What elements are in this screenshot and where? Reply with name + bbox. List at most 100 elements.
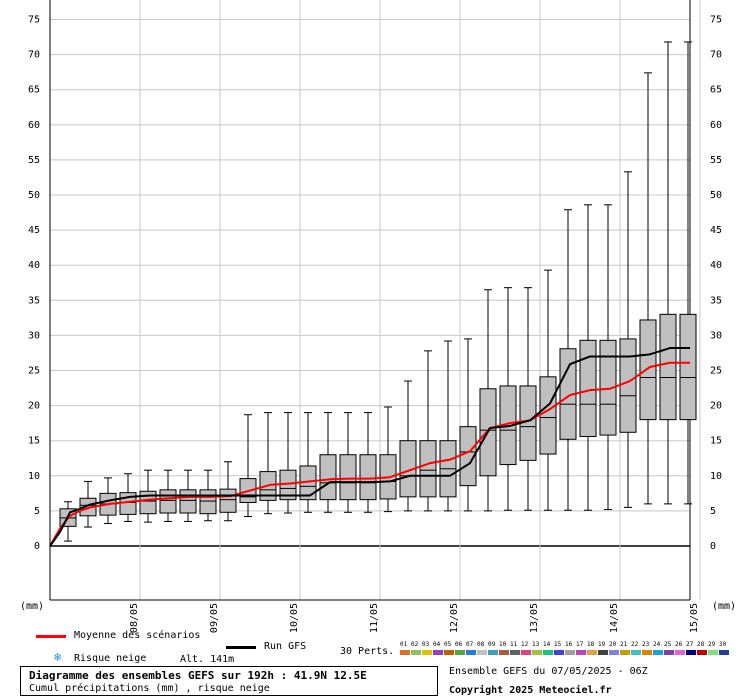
perturbation-swatch (587, 650, 597, 655)
perturbation-swatch (521, 650, 531, 655)
altitude-label: Alt. 141m (180, 654, 235, 665)
box-iqr (359, 454, 377, 501)
ensemble-run-label: Ensemble GEFS du 07/05/2025 - 06Z (449, 666, 648, 677)
copyright-label: Copyright 2025 Meteociel.fr (449, 685, 612, 696)
perturbation-legend: 01 02 03 04 05 06 07 08 09 10 11 12 13 14 15 16 17 18 19 20… (400, 641, 729, 655)
chart-title: Diagramme des ensembles GEFS sur 192h : … (29, 669, 367, 682)
perturbation-swatch (631, 650, 641, 655)
box-iqr (579, 339, 597, 437)
perturbation-number: 22 (631, 641, 639, 648)
perturbation-number: 08 (477, 641, 485, 648)
box-plot (579, 204, 597, 511)
legend-mean-swatch (36, 635, 66, 638)
date-label: 15/05 (689, 603, 700, 633)
perturbation-number: 04 (433, 641, 441, 648)
date-label: 13/05 (529, 603, 540, 633)
y-axis-unit-left: (mm) (20, 601, 44, 612)
perturbation-number: 01 (400, 641, 408, 648)
y-tick-label-left: 60 (28, 120, 40, 131)
perturbation-swatch (510, 650, 520, 655)
legend-snow-label: Risque neige (74, 653, 147, 664)
perturbation-number: 10 (499, 641, 507, 648)
perturbation-number: 25 (664, 641, 672, 648)
box-plot (619, 171, 637, 508)
legend-run-swatch (226, 646, 256, 649)
perturbation-number: 03 (422, 641, 430, 648)
box-plots (59, 41, 697, 542)
series-lines (49, 347, 690, 547)
y-tick-label-right: 75 (710, 15, 722, 26)
box-iqr (659, 313, 677, 421)
perturbation-swatch (466, 650, 476, 655)
perturbation-swatch (664, 650, 674, 655)
box-iqr (159, 489, 177, 514)
legend-run-label: Run GFS (264, 641, 307, 652)
box-iqr (219, 488, 237, 513)
box-iqr (419, 440, 437, 498)
date-label: 14/05 (609, 603, 620, 633)
date-label: 10/05 (289, 603, 300, 633)
perturbation-swatch (565, 650, 575, 655)
y-tick-label-right: 25 (710, 366, 722, 377)
y-tick-label-right: 65 (710, 85, 722, 96)
y-tick-label-left: 25 (28, 366, 40, 377)
y-tick-label-left: 45 (28, 225, 40, 236)
y-tick-label-right: 40 (710, 260, 722, 271)
perturbation-swatch (411, 650, 421, 655)
box-plot (419, 350, 437, 512)
perturbation-number: 07 (466, 641, 474, 648)
y-tick-label-left: 50 (28, 190, 40, 201)
perturbation-swatch (499, 650, 509, 655)
perturbation-number: 20 (609, 641, 617, 648)
perturbation-number: 09 (488, 641, 496, 648)
perturbation-number: 06 (455, 641, 463, 648)
perts-label: 30 Perts. (340, 646, 395, 657)
perturbation-swatch (433, 650, 443, 655)
box-plot (639, 72, 657, 505)
perturbation-swatch (686, 650, 696, 655)
perturbation-number: 26 (675, 641, 683, 648)
perturbation-number: 21 (620, 641, 628, 648)
box-plot (399, 380, 417, 512)
y-tick-label-right: 10 (710, 471, 722, 482)
perturbation-swatch (455, 650, 465, 655)
y-tick-label-right: 20 (710, 401, 722, 412)
perturbation-number: 30 (719, 641, 727, 648)
box-iqr (339, 454, 357, 501)
perturbation-swatch (675, 650, 685, 655)
box-iqr (619, 338, 637, 433)
y-tick-label-left: 15 (28, 436, 40, 447)
date-labels: 08/05 09/05 10/05 11/05 12/05 13/05 14/05 15/05 (129, 603, 700, 633)
box-iqr (199, 489, 217, 515)
perturbation-swatch (576, 650, 586, 655)
perturbation-swatch (543, 650, 553, 655)
box-iqr (679, 313, 697, 421)
y-tick-label-right: 55 (710, 155, 722, 166)
perturbation-swatch (400, 650, 410, 655)
date-label: 12/05 (449, 603, 460, 633)
y-tick-label-right: 45 (710, 225, 722, 236)
y-tick-label-right: 50 (710, 190, 722, 201)
perturbation-swatch (719, 650, 729, 655)
y-tick-label-left: 0 (34, 541, 40, 552)
y-tick-label-right: 70 (710, 50, 722, 61)
box-plot (519, 287, 537, 511)
y-tick-label-left: 75 (28, 15, 40, 26)
perturbation-swatch (697, 650, 707, 655)
perturbation-number: 17 (576, 641, 584, 648)
box-iqr (319, 454, 337, 501)
y-tick-label-right: 0 (710, 541, 716, 552)
perturbation-number: 16 (565, 641, 573, 648)
chart-subtitle: Cumul précipitations (mm) , risque neige (29, 683, 270, 694)
perturbation-swatch (488, 650, 498, 655)
y-tick-label-right: 15 (710, 436, 722, 447)
date-label: 11/05 (369, 603, 380, 633)
date-label: 09/05 (209, 603, 220, 633)
y-tick-label-left: 55 (28, 155, 40, 166)
perturbation-swatch (554, 650, 564, 655)
perturbation-swatch (653, 650, 663, 655)
box-plot (439, 340, 457, 512)
perturbation-number: 02 (411, 641, 419, 648)
y-tick-label-left: 30 (28, 330, 40, 341)
grid (50, 0, 701, 600)
